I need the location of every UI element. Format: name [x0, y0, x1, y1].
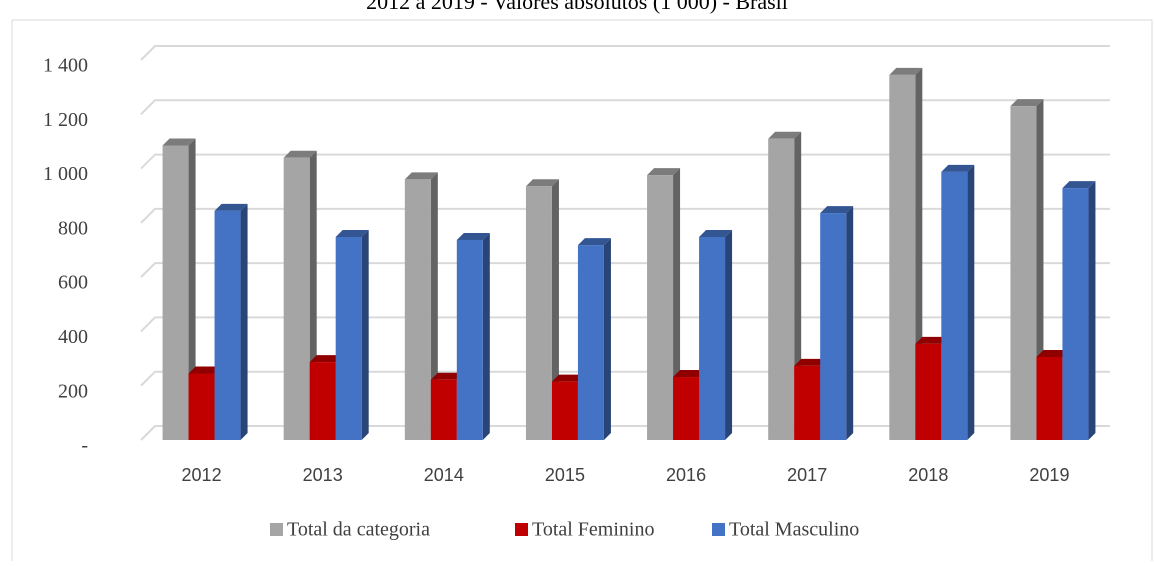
- bar-top: [162, 138, 196, 146]
- bar-top: [941, 164, 975, 172]
- y-tick-label: 400: [58, 326, 88, 348]
- bar-top: [820, 206, 854, 214]
- chart-title: 2012 a 2019 - Valores absolutos (1 000) …: [366, 0, 788, 14]
- bar-side: [430, 172, 438, 440]
- bar-top: [699, 229, 733, 237]
- bar-side: [603, 238, 611, 440]
- x-tick-label: 2018: [908, 465, 948, 485]
- bar-top: [1010, 99, 1044, 107]
- bar-top: [309, 355, 343, 363]
- bar: [820, 213, 847, 440]
- bar-top: [214, 203, 248, 211]
- y-tick-label: 1 200: [43, 109, 88, 131]
- x-tick-label: 2015: [545, 465, 585, 485]
- bar-top: [188, 366, 222, 374]
- y-tick-label: 1 000: [43, 163, 88, 185]
- bar: [309, 362, 336, 440]
- bar: [768, 138, 795, 440]
- x-tick-label: 2014: [424, 465, 464, 485]
- bar: [941, 171, 968, 441]
- x-tick-label: 2016: [666, 465, 706, 485]
- bar: [404, 179, 431, 440]
- bar-side: [482, 232, 490, 440]
- bar-top: [335, 229, 369, 237]
- bar-side: [725, 229, 733, 440]
- bar-top: [404, 172, 438, 180]
- y-tick-label: 1 400: [43, 55, 88, 77]
- x-tick-label: 2013: [303, 465, 343, 485]
- bar-side: [188, 138, 196, 440]
- grid-line: [140, 99, 1110, 115]
- bar-top: [430, 372, 464, 380]
- bar: [577, 245, 604, 440]
- y-tick-label: -: [81, 435, 88, 457]
- y-tick-label: 800: [58, 217, 88, 239]
- bar: [647, 175, 674, 441]
- bar: [162, 145, 189, 440]
- bar: [699, 236, 726, 440]
- bar-side: [1088, 181, 1096, 440]
- bar-side: [240, 203, 248, 440]
- bar-top: [551, 374, 585, 382]
- bar: [456, 239, 483, 440]
- legend: Total da categoria Total Feminino Total Ma…: [270, 519, 859, 541]
- x-tick-label: 2017: [787, 465, 827, 485]
- bar: [525, 186, 552, 440]
- bar-top: [283, 150, 317, 158]
- bar: [551, 381, 578, 440]
- bar-top: [915, 336, 949, 344]
- legend-label: Total Masculino: [729, 519, 859, 541]
- bar-side: [846, 206, 854, 440]
- bar-top: [1062, 181, 1096, 189]
- bar-side: [361, 229, 369, 440]
- bar: [430, 379, 457, 440]
- x-tick-label: 2019: [1029, 465, 1069, 485]
- legend-swatch: [515, 523, 528, 536]
- bar: [283, 157, 310, 440]
- bar-top: [456, 232, 490, 240]
- bar-top: [673, 370, 707, 378]
- legend-swatch: [712, 523, 725, 536]
- bar: [335, 236, 362, 440]
- bar: [188, 373, 215, 440]
- bar: [1062, 188, 1089, 440]
- bar-side: [551, 179, 559, 440]
- bar: [794, 365, 821, 440]
- legend-label: Total da categoria: [287, 519, 430, 541]
- grid-line: [140, 45, 1110, 61]
- bar-top: [1036, 349, 1070, 357]
- bar-top: [768, 131, 802, 139]
- y-tick-label: 600: [58, 272, 88, 294]
- bar: [673, 377, 700, 440]
- plot-area: - 200 400 600 800 1 000 1 200 1 400 2012 2013 2014…: [43, 45, 1110, 485]
- bar: [1010, 106, 1037, 441]
- bar-top: [647, 168, 681, 176]
- legend-label: Total Feminino: [532, 519, 654, 541]
- chart-frame: [11, 19, 1153, 566]
- y-tick-label: 200: [58, 380, 88, 402]
- bar-top: [794, 358, 828, 366]
- bar-top: [577, 238, 611, 246]
- legend-swatch: [270, 523, 283, 536]
- bar: [889, 74, 916, 440]
- bar: [214, 210, 241, 440]
- bar: [1036, 356, 1063, 440]
- bar-top: [525, 179, 559, 187]
- bar: [915, 343, 942, 440]
- x-tick-label: 2012: [182, 465, 222, 485]
- bar-side: [967, 164, 975, 441]
- bar-top: [889, 67, 923, 75]
